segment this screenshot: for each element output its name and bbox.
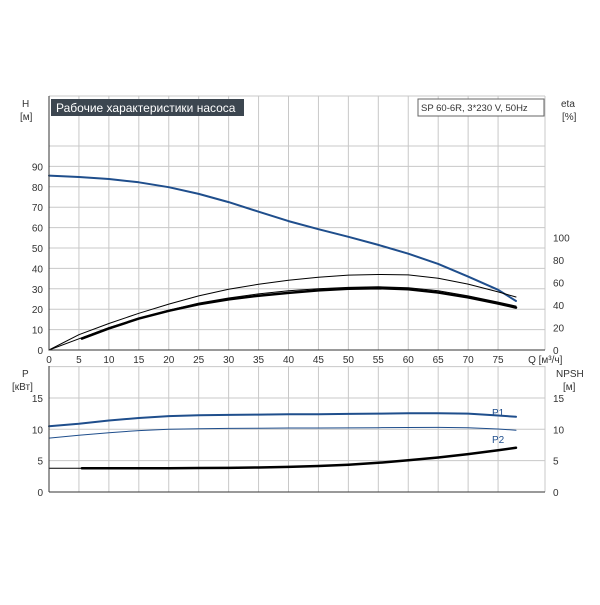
top-series-line [48,286,517,351]
x-tick-label: 0 [46,355,52,366]
x-tick-label: 35 [253,355,265,366]
x-tick-label: 25 [193,355,205,366]
top-series-line [48,174,517,302]
x-tick-label: 75 [493,355,505,366]
x-tick-label: 55 [373,355,385,366]
top-right-axis-unit: [%] [562,112,577,123]
top-right-axis-label: eta [561,99,575,110]
series-label-p2: P2 [492,435,505,446]
text-layer: 0 5 10 15 20 25 30 35 40 45 50 55 60 65 70 75 Q [м³/ч]01… [12,98,584,499]
title-box [51,99,244,116]
chart-subtitle: SP 60-6R, 3*230 V, 50Hz [421,103,528,114]
bottom-left-y-tick-label: 15 [32,394,44,405]
top-left-y-tick-label: 10 [32,326,44,337]
top-right-y-tick-label: 100 [553,234,570,245]
top-left-y-tick-label: 90 [32,162,44,173]
axis-layer [48,96,545,493]
x-tick-label: 70 [463,355,475,366]
top-left-y-tick-label: 0 [37,346,43,357]
x-tick-label: 5 [76,355,82,366]
top-series-line [80,286,518,340]
top-left-y-tick-label: 80 [32,183,44,194]
bottom-series-line [80,446,518,470]
top-left-y-tick-label: 70 [32,203,44,214]
top-right-y-tick-label: 60 [553,279,565,290]
top-left-axis-unit: [м] [20,112,33,123]
bottom-right-y-tick-label: 0 [553,488,559,499]
x-tick-label: 50 [343,355,355,366]
top-left-y-tick-label: 40 [32,264,44,275]
x-tick-label: 10 [103,355,115,366]
curve-layer [48,174,518,470]
top-right-y-tick-label: 80 [553,256,565,267]
bottom-left-y-tick-label: 0 [37,488,43,499]
top-right-y-tick-label: 20 [553,324,565,335]
grid-layer [48,95,546,492]
bottom-left-y-tick-label: 5 [37,457,43,468]
bottom-right-y-tick-label: 15 [553,394,565,405]
x-tick-label: 20 [163,355,175,366]
x-tick-label: 40 [283,355,295,366]
bottom-left-axis-label: P [22,369,29,380]
top-left-y-tick-label: 50 [32,244,44,255]
bottom-right-axis-label: NPSH [556,369,584,380]
top-left-y-tick-label: 20 [32,305,44,316]
bottom-right-y-tick-label: 10 [553,425,565,436]
top-left-y-tick-label: 30 [32,285,44,296]
top-left-axis-label: H [22,99,29,110]
subtitle-box [417,98,545,117]
x-tick-label: 15 [133,355,145,366]
x-axis-label: Q [м³/ч] [528,355,563,366]
top-right-y-tick-label: 40 [553,301,565,312]
x-tick-label: 65 [433,355,445,366]
bottom-right-axis-unit: [м] [563,382,576,393]
bottom-left-y-tick-label: 10 [32,425,44,436]
series-label-p1: P1 [492,408,505,419]
top-right-y-tick-label: 0 [553,346,559,357]
x-tick-label: 45 [313,355,325,366]
bottom-right-y-tick-label: 5 [553,457,559,468]
top-series-line [48,274,517,351]
top-left-y-tick-label: 60 [32,224,44,235]
bottom-series-line [48,412,517,428]
bottom-series-line [48,426,517,439]
x-tick-label: 60 [403,355,415,366]
bottom-left-axis-unit: [кВт] [12,382,33,393]
x-tick-label: 30 [223,355,235,366]
chart-title: Рабочие характеристики насоса [56,101,236,115]
